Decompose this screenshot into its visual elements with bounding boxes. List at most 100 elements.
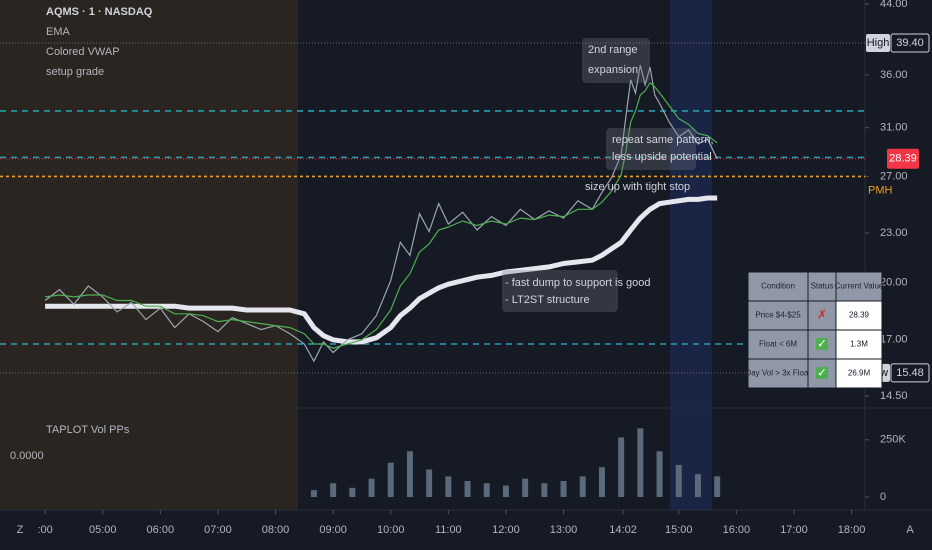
volume-bar (368, 478, 375, 497)
volume-bar (483, 483, 490, 497)
volume-bar (618, 437, 625, 497)
x-tick-label: 15:00 (665, 524, 693, 536)
y-tick-label: 14.50 (880, 390, 908, 402)
extreme-value-box (890, 363, 930, 383)
table-header: Condition (761, 282, 795, 291)
last-badge (887, 148, 919, 169)
symbol: AQMS · 1 · NASDAQ (46, 6, 153, 18)
pmh-label: PMH (868, 184, 893, 196)
volume-bar (445, 476, 452, 497)
extreme-name: High (867, 37, 890, 49)
table-text: 26.9M (848, 369, 871, 378)
annotation-box (582, 38, 650, 83)
y-tick-label: 20.00 (880, 276, 908, 288)
volume-bar (694, 474, 701, 497)
table-text: Day Vol > 3x Float (745, 369, 811, 378)
annotation-box (502, 270, 618, 312)
volume-bar (560, 480, 567, 497)
volume-bar (406, 451, 413, 497)
table-text: Price $4-$25 (755, 311, 801, 320)
pane-title: TAPLOT Vol PPs (46, 424, 130, 436)
volume-bar (598, 467, 605, 497)
table-text: ✓ (817, 337, 827, 351)
y-tick-label: 0 (880, 491, 886, 503)
x-tick-label: 09:00 (319, 524, 347, 536)
x-tick-label: 17:00 (780, 524, 808, 536)
annotation: repeat same pattern, (612, 134, 714, 146)
volume-bar (387, 462, 394, 497)
volume-bar (349, 487, 356, 497)
x-tick-label: 16:00 (723, 524, 751, 536)
table-text: ✓ (817, 366, 827, 380)
check-box (816, 338, 828, 350)
y-tick-label: 27.00 (880, 170, 908, 182)
table-text: 1.3M (850, 340, 868, 349)
table-header: Status (811, 282, 834, 291)
annotation-box (606, 128, 696, 170)
x-tick-label: 14:02 (609, 524, 637, 536)
table-text: Float < 6M (759, 340, 797, 349)
y-tick-label: 36.00 (880, 69, 908, 81)
extreme-value-box (890, 33, 930, 53)
pane-value: 0.0000 (10, 450, 44, 462)
volume-bar (714, 476, 721, 497)
annotation: 2nd range (588, 44, 638, 56)
legend-vwap: Colored VWAP (46, 46, 120, 58)
annotation: less upside potential (612, 151, 712, 163)
legend-setup: setup grade (46, 66, 104, 78)
legend-ema: EMA (46, 26, 71, 38)
volume-bar (502, 485, 509, 497)
x-tick-label: 06:00 (147, 524, 175, 536)
x-tick-label: 12:00 (492, 524, 520, 536)
extreme-badge (866, 33, 890, 52)
table-text: 28.39 (849, 311, 870, 320)
postmarket-shade (670, 0, 712, 510)
table-cell (807, 300, 837, 331)
volume-bar (310, 490, 317, 497)
x-tick-label: 10:00 (377, 524, 405, 536)
control-button[interactable]: Z (17, 524, 24, 536)
table-cell (835, 300, 883, 331)
y-tick-label: 23.00 (880, 227, 908, 239)
control-button[interactable]: A (906, 524, 914, 536)
table-header: Current Value (835, 282, 884, 291)
check-box (816, 367, 828, 379)
x-tick-label: 11:00 (435, 524, 462, 536)
table-header-cell (835, 271, 883, 302)
annotation: - fast dump to support is good (505, 277, 651, 289)
ema-line (45, 81, 718, 349)
x-tick-label: 07:00 (204, 524, 232, 536)
volume-bar (541, 483, 548, 497)
volume-bar (579, 476, 586, 497)
y-tick-label: 31.00 (880, 122, 908, 134)
y-tick-label: 250K (880, 434, 906, 446)
table-text: ✗ (817, 308, 827, 322)
x-tick-label: 13:00 (550, 524, 578, 536)
premarket-shade (0, 0, 298, 510)
volume-bar (426, 469, 433, 497)
x-tick-label: 18:00 (838, 524, 866, 536)
volume-bar (637, 428, 644, 497)
price-line (44, 65, 718, 363)
volume-bar (656, 451, 663, 497)
table-cell (835, 358, 883, 389)
table-header-cell (747, 271, 809, 302)
annotation: size up with tight stop (585, 181, 690, 193)
x-tick-label: 08:00 (262, 524, 290, 536)
extreme-value: 15.48 (896, 367, 924, 379)
vwap-line (45, 195, 718, 345)
volume-bar (675, 464, 682, 497)
volume-bar (464, 480, 471, 497)
annotation: expansion (588, 64, 638, 76)
table-cell (747, 300, 809, 331)
last-value: 28.39 (889, 153, 917, 165)
y-tick-label: 17.00 (880, 334, 908, 346)
y-tick-label: 44.00 (880, 0, 908, 10)
table-header-cell (807, 271, 837, 302)
table-cell (835, 329, 883, 360)
volume-bar (522, 478, 529, 497)
annotation: - LT2ST structure (505, 294, 590, 306)
volume-bar (330, 483, 337, 497)
x-tick-label: :00 (37, 524, 52, 536)
